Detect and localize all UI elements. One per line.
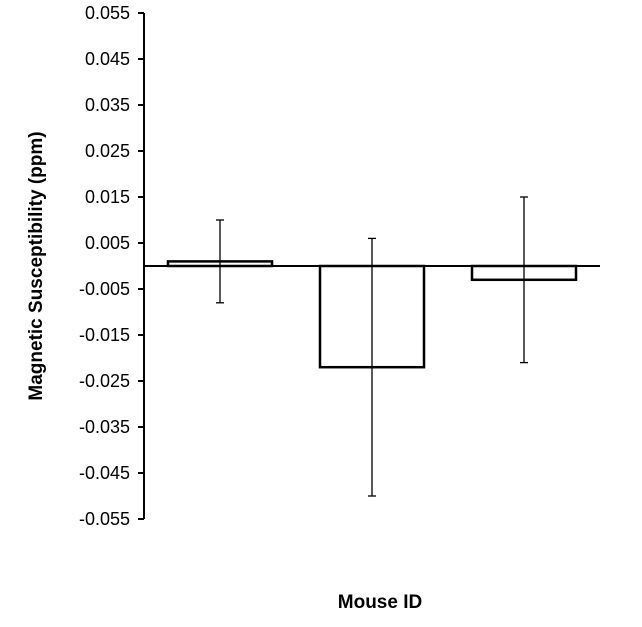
y-tick-label: -0.025 (79, 371, 130, 391)
y-tick-label: 0.055 (85, 3, 130, 23)
y-tick-label: -0.015 (79, 325, 130, 345)
error-bars (216, 196, 528, 497)
y-tick-label: 0.035 (85, 95, 130, 115)
y-tick-label: -0.045 (79, 463, 130, 483)
y-tick-label: -0.035 (79, 417, 130, 437)
y-tick-label: 0.025 (85, 141, 130, 161)
y-axis-title: Magnetic Susceptibility (ppm) (26, 131, 47, 400)
y-axis: 0.055 0.045 0.035 0.025 0.015 0.005 -0.005 -0.0… (79, 3, 145, 529)
y-tick-label: -0.005 (79, 279, 130, 299)
y-tick-label: 0.015 (85, 187, 130, 207)
y-tick-label: -0.055 (79, 509, 130, 529)
y-tick-label: 0.045 (85, 49, 130, 69)
x-axis-title: Mouse ID (338, 592, 422, 613)
y-tick-label: 0.005 (85, 233, 130, 253)
